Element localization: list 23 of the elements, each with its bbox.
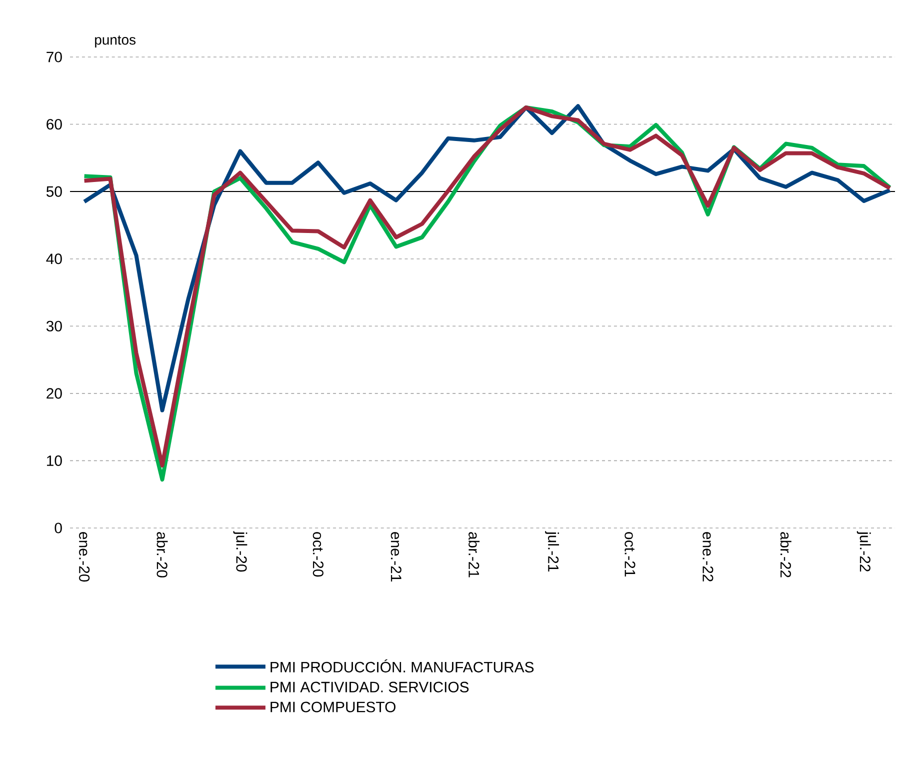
- y-tick-label: 10: [47, 455, 62, 466]
- legend-label: PMI ACTIVIDAD. SERVICIOS: [270, 682, 469, 692]
- x-tick-label: abr.-22: [780, 532, 792, 578]
- y-tick-label: 20: [46, 388, 62, 399]
- x-tick-label: jul.-20: [233, 531, 248, 572]
- x-tick-label: ene.-21: [390, 532, 402, 582]
- x-tick-label: abr.-20: [156, 532, 168, 578]
- y-tick-label: 60: [46, 118, 62, 130]
- y-tick-label: 0: [54, 522, 62, 534]
- x-tick-label: abr.-21: [468, 532, 480, 578]
- x-tick-label: oct.-21: [624, 532, 636, 576]
- x-tick-label: ene.-20: [79, 532, 90, 582]
- x-tick-label: oct.-20: [312, 532, 324, 577]
- y-axis-title: puntos: [95, 36, 136, 48]
- x-tick-label: jul.-21: [545, 531, 559, 572]
- legend-label: PMI PRODUCCIÓN. MANUFACTURAS: [270, 659, 534, 672]
- legend-label: PMI COMPUESTO: [270, 702, 396, 712]
- y-tick-label: 50: [46, 186, 62, 197]
- y-tick-label: 70: [46, 52, 62, 62]
- x-tick-label: jul.-22: [856, 531, 871, 572]
- x-tick-label: ene.-22: [702, 532, 714, 582]
- y-tick-label: 30: [46, 320, 62, 332]
- y-tick-label: 40: [46, 254, 62, 264]
